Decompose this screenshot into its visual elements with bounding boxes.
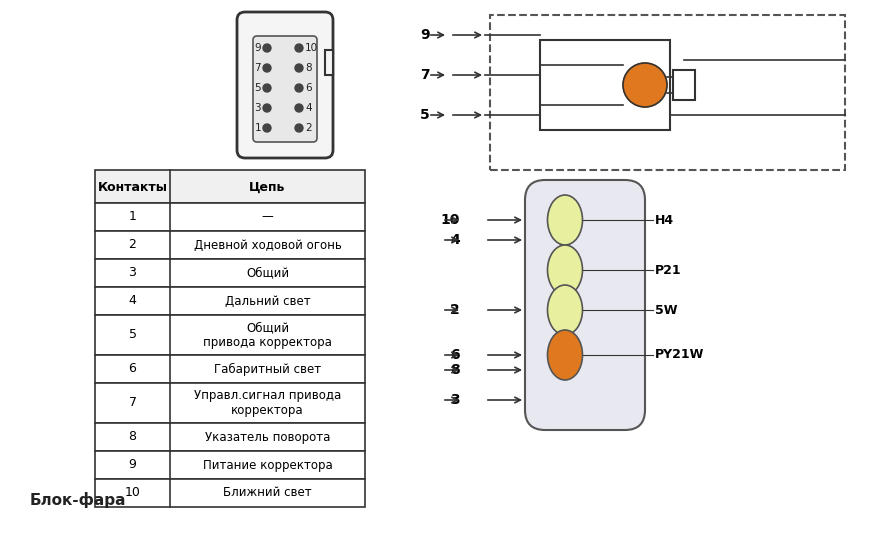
Text: 10: 10 bbox=[305, 43, 318, 53]
Text: 8: 8 bbox=[129, 431, 136, 443]
Ellipse shape bbox=[547, 245, 582, 295]
Ellipse shape bbox=[547, 195, 582, 245]
FancyBboxPatch shape bbox=[525, 180, 645, 430]
Text: Габаритный свет: Габаритный свет bbox=[214, 362, 321, 376]
Circle shape bbox=[263, 124, 271, 132]
Text: Ближний свет: Ближний свет bbox=[223, 487, 312, 499]
Circle shape bbox=[295, 44, 303, 52]
Ellipse shape bbox=[547, 285, 582, 335]
Circle shape bbox=[263, 104, 271, 112]
Text: 4: 4 bbox=[305, 103, 312, 113]
Circle shape bbox=[295, 104, 303, 112]
Text: 10: 10 bbox=[124, 487, 141, 499]
Text: 8: 8 bbox=[450, 363, 460, 377]
Text: 7: 7 bbox=[129, 397, 136, 409]
Bar bbox=[95, 479, 365, 507]
Text: 9: 9 bbox=[421, 28, 430, 42]
Text: H4: H4 bbox=[655, 214, 674, 227]
Text: 1: 1 bbox=[255, 123, 261, 133]
Ellipse shape bbox=[547, 330, 582, 380]
Bar bbox=[673, 70, 695, 100]
Bar bbox=[95, 451, 365, 479]
Text: 6: 6 bbox=[129, 362, 136, 376]
Text: Дальний свет: Дальний свет bbox=[225, 295, 310, 308]
Circle shape bbox=[295, 84, 303, 92]
Text: Контакты: Контакты bbox=[97, 181, 168, 194]
Bar bbox=[95, 315, 365, 355]
Text: 5W: 5W bbox=[655, 303, 678, 317]
Text: 4: 4 bbox=[129, 295, 136, 308]
Text: 7: 7 bbox=[421, 68, 430, 82]
Text: Дневной ходовой огонь: Дневной ходовой огонь bbox=[194, 238, 342, 252]
FancyBboxPatch shape bbox=[237, 12, 333, 158]
Text: Цепь: Цепь bbox=[249, 181, 286, 194]
Bar bbox=[95, 423, 365, 451]
Bar bbox=[540, 40, 670, 130]
Text: 6: 6 bbox=[450, 348, 460, 362]
FancyBboxPatch shape bbox=[253, 36, 317, 142]
Circle shape bbox=[623, 63, 667, 107]
Bar bbox=[95, 287, 365, 315]
Text: 3: 3 bbox=[450, 393, 460, 407]
Text: 6: 6 bbox=[305, 83, 312, 93]
Bar bbox=[490, 15, 845, 170]
Text: 5: 5 bbox=[255, 83, 261, 93]
Text: 9: 9 bbox=[129, 458, 136, 472]
Text: Управл.сигнал привода
корректора: Управл.сигнал привода корректора bbox=[194, 389, 342, 417]
Text: 2: 2 bbox=[450, 303, 460, 317]
FancyBboxPatch shape bbox=[325, 50, 333, 75]
Text: Блок-фара: Блок-фара bbox=[30, 492, 127, 508]
Circle shape bbox=[295, 64, 303, 72]
Text: 10: 10 bbox=[441, 213, 460, 227]
Bar bbox=[95, 231, 365, 259]
Text: 7: 7 bbox=[255, 63, 261, 73]
Text: Указатель поворота: Указатель поворота bbox=[205, 431, 330, 443]
Text: P21: P21 bbox=[655, 263, 681, 277]
Text: 9: 9 bbox=[255, 43, 261, 53]
Circle shape bbox=[263, 84, 271, 92]
Circle shape bbox=[263, 64, 271, 72]
Text: PY21W: PY21W bbox=[655, 349, 705, 361]
Bar bbox=[95, 383, 365, 423]
Bar bbox=[95, 170, 365, 203]
Circle shape bbox=[263, 44, 271, 52]
Bar bbox=[95, 259, 365, 287]
Bar bbox=[95, 203, 365, 231]
Circle shape bbox=[295, 124, 303, 132]
Text: 1: 1 bbox=[129, 211, 136, 223]
Text: Общий
привода корректора: Общий привода корректора bbox=[203, 321, 332, 349]
Text: Питание корректора: Питание корректора bbox=[202, 458, 332, 472]
Text: 5: 5 bbox=[421, 108, 430, 122]
Text: 2: 2 bbox=[129, 238, 136, 252]
Text: 3: 3 bbox=[255, 103, 261, 113]
Text: 8: 8 bbox=[305, 63, 312, 73]
Text: 3: 3 bbox=[129, 266, 136, 279]
Text: 4: 4 bbox=[450, 233, 460, 247]
Bar bbox=[95, 355, 365, 383]
Text: 5: 5 bbox=[129, 328, 136, 342]
Text: —: — bbox=[262, 211, 274, 223]
Text: Общий: Общий bbox=[246, 266, 289, 279]
Text: 2: 2 bbox=[305, 123, 312, 133]
